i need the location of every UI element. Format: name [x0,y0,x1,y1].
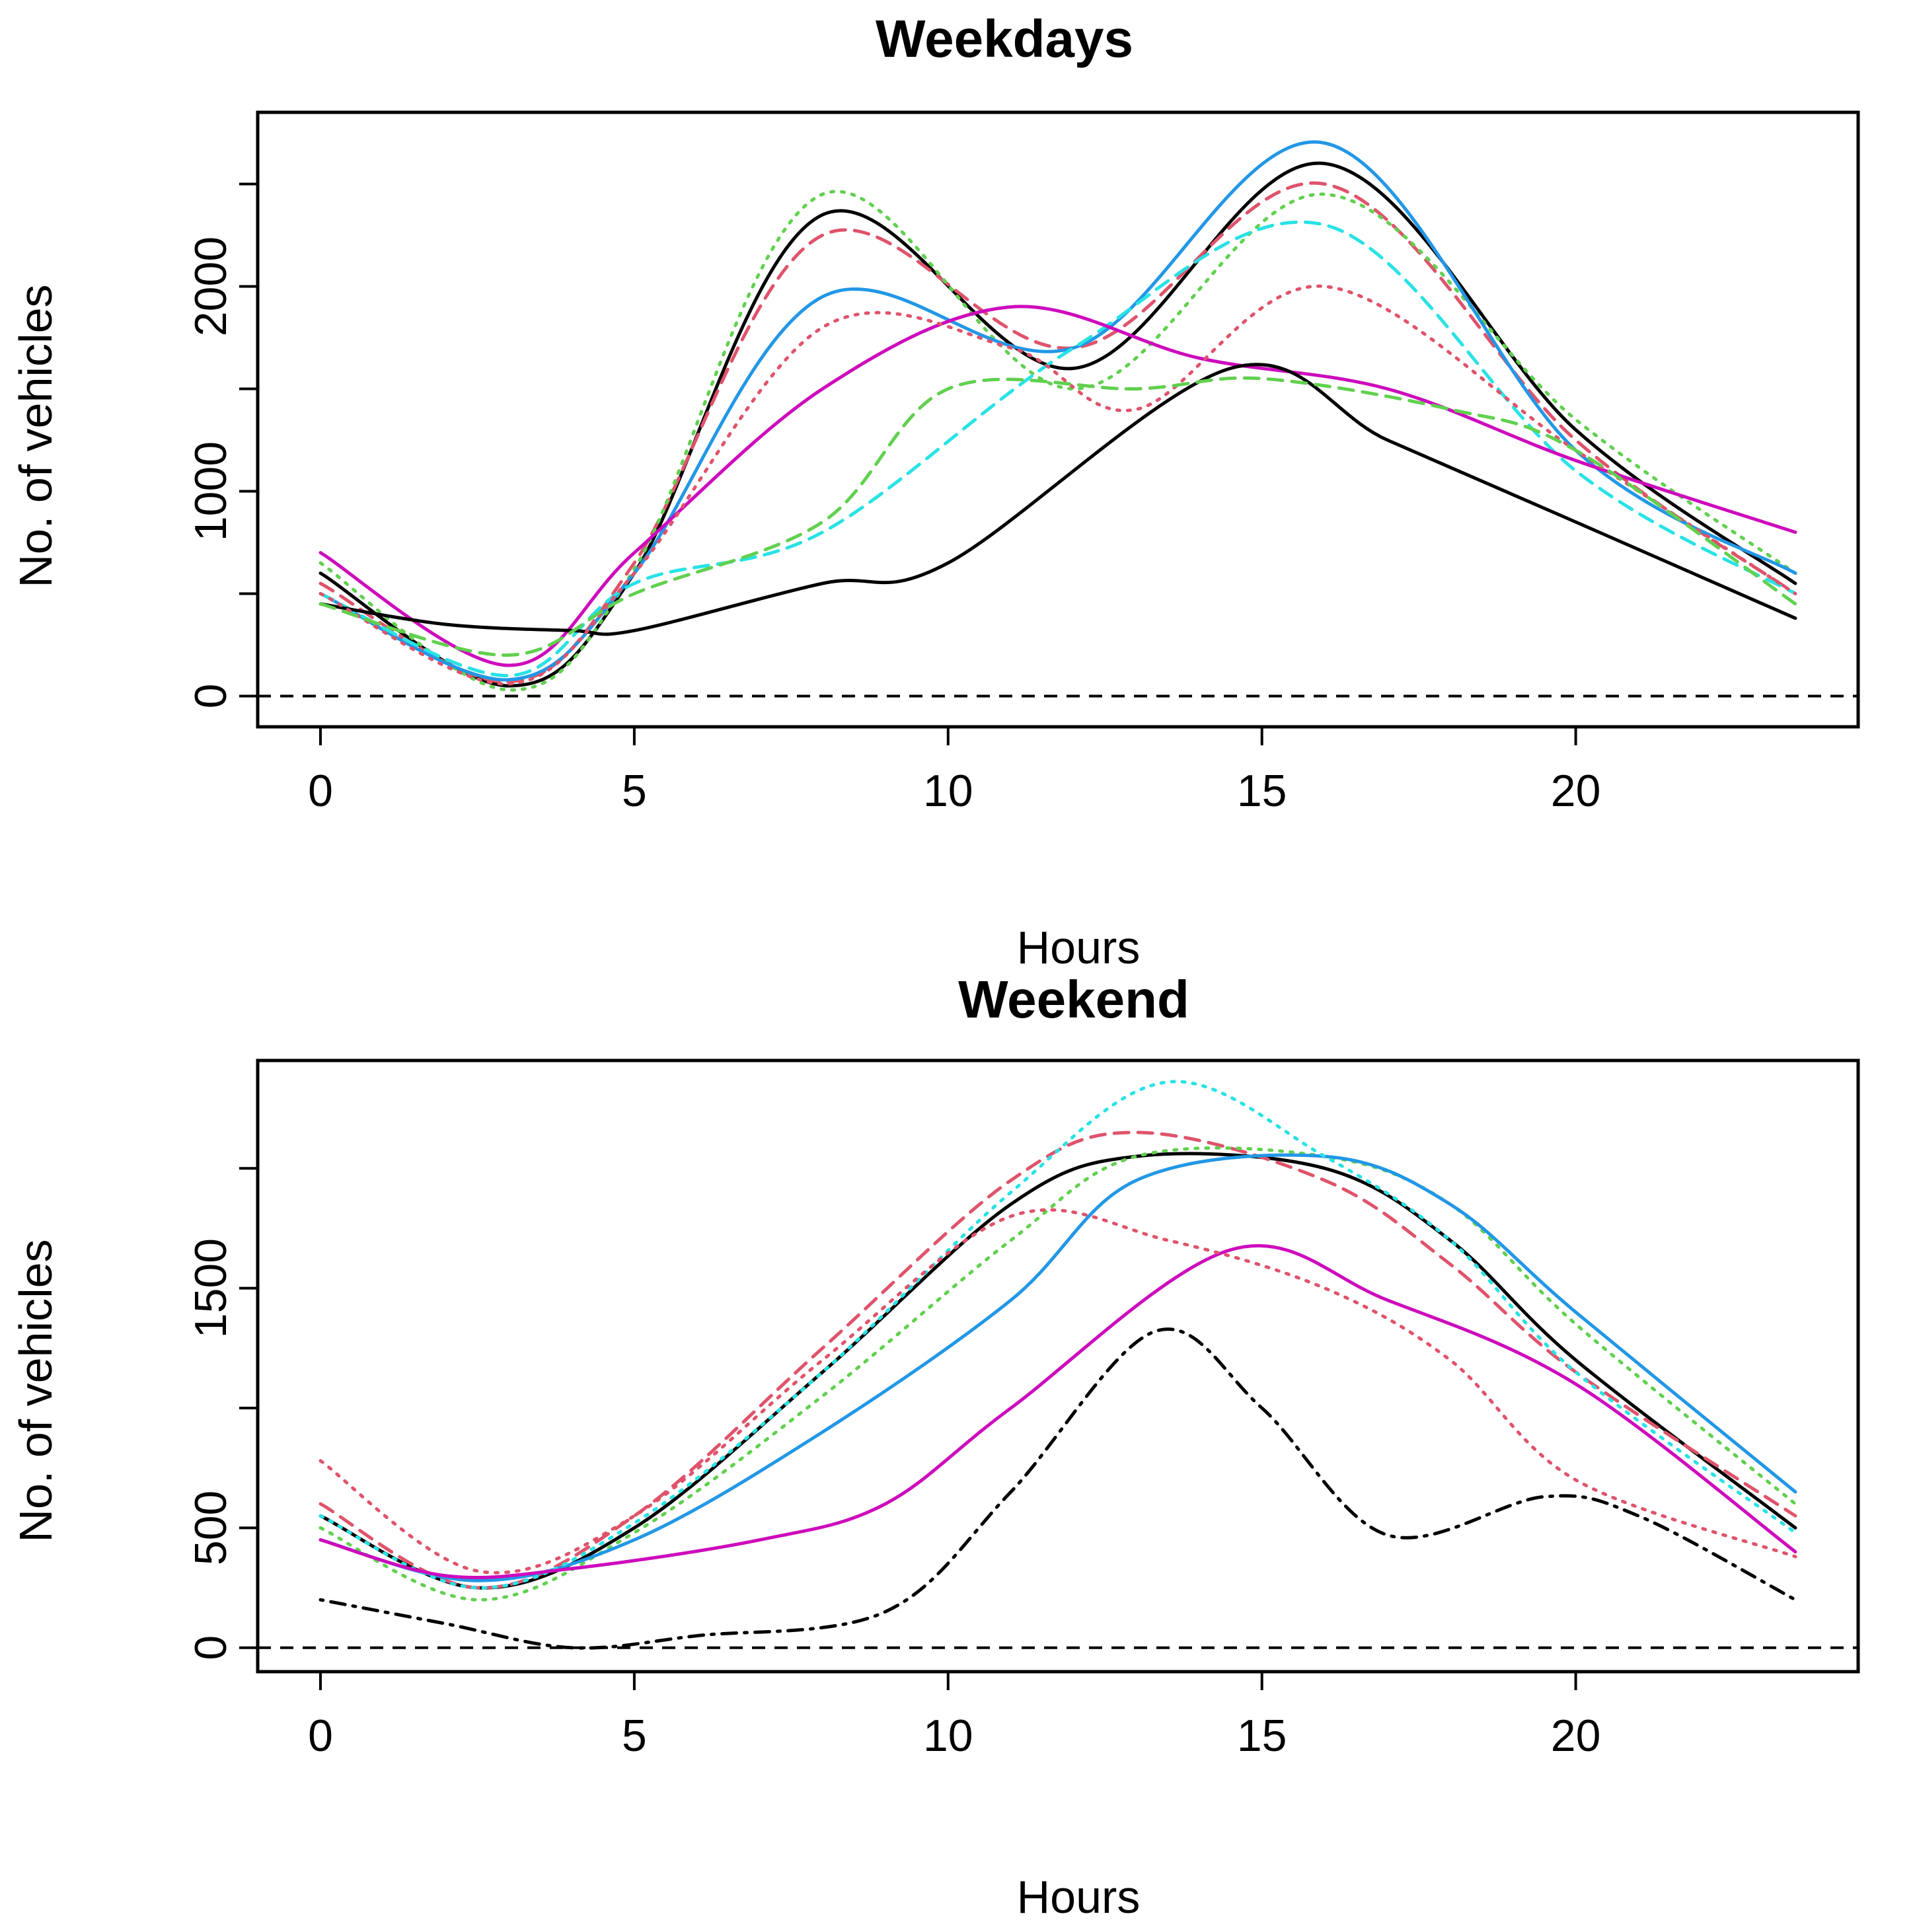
weekend-series-line [319,1153,1797,1582]
weekend-x-tick-label: 0 [308,1711,333,1761]
weekend-x-tick-label: 20 [1551,1711,1601,1761]
weekend-series-line [319,1327,1797,1650]
weekend-y-tick-label: 0 [186,1635,236,1660]
weekdays-x-tick-label: 0 [308,766,333,816]
weekend-series-line [319,1146,1797,1602]
weekdays-title: Weekdays [876,9,1133,68]
weekdays-series-line [319,284,1797,686]
weekdays-x-tick-label: 10 [923,766,973,816]
weekdays-series-line [319,161,1797,688]
weekend-series-line [319,1244,1797,1580]
weekdays-series-line [319,376,1797,657]
weekdays-x-tick-label: 5 [622,766,647,816]
weekdays-series-group [258,140,1858,698]
weekdays-panel: Weekdays Hours No. of vehicles 0 5 10 15 200… [10,9,1860,973]
weekend-series-line [319,1080,1797,1590]
weekdays-plot-frame [256,110,1860,729]
weekend-x-tick-label: 15 [1237,1711,1287,1761]
weekdays-x-axis-label: Hours [1017,922,1141,973]
weekdays-series-line [319,363,1797,636]
weekend-plot-frame [256,1059,1860,1674]
weekdays-series-line [319,140,1797,682]
weekdays-y-tick-label: 1000 [186,441,236,541]
weekdays-axes: 0 5 10 15 20 0 1000 2000 [186,182,1601,816]
weekend-y-axis-label: No. of vehicles [10,1239,61,1542]
weekdays-y-tick-label: 2000 [186,237,236,336]
weekend-x-axis-label: Hours [1017,1871,1141,1923]
weekend-x-tick-label: 10 [923,1711,973,1761]
weekend-y-tick-label: 1500 [186,1238,236,1338]
weekend-series-line [319,1208,1797,1575]
weekdays-y-tick-label: 0 [186,684,236,709]
weekdays-series-line [319,181,1797,684]
weekend-panel: Weekend Hours No. of vehicles 0 5 10 15 20 0 5… [10,970,1860,1923]
weekdays-x-tick-label: 20 [1551,766,1601,816]
weekdays-series-line [319,220,1797,678]
weekdays-series-line [319,190,1797,692]
weekend-x-tick-label: 5 [622,1711,647,1761]
weekend-y-tick-label: 500 [186,1491,236,1565]
weekdays-series-line [319,305,1797,667]
weekdays-y-axis-label: No. of vehicles [10,284,61,587]
weekend-title: Weekend [958,970,1189,1029]
weekdays-x-tick-label: 15 [1237,766,1287,816]
weekend-series-group [258,1080,1858,1650]
